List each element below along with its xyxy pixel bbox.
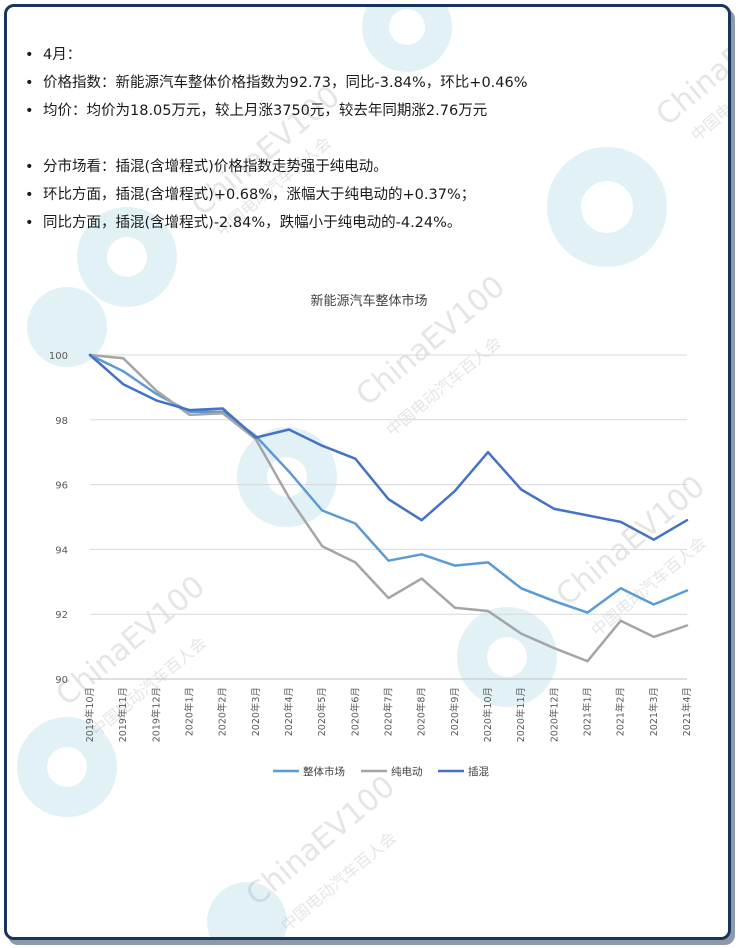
x-tick-label-13: 2020年11月 <box>515 687 527 742</box>
summary-item-average-price: 均价：均价为18.05万元，较上月涨3750元，较去年同期涨2.76万元 <box>21 97 528 125</box>
summary-item-mom: 环比方面，插混(含增程式)+0.68%，涨幅大于纯电动的+0.37%； <box>21 181 528 209</box>
x-tick-label-12: 2020年10月 <box>482 687 494 742</box>
x-tick-label-8: 2020年6月 <box>349 687 361 736</box>
series-line-1 <box>88 353 689 663</box>
summary-list: 4月： 价格指数：新能源汽车整体价格指数为92.73，同比-3.84%，环比+0… <box>21 41 528 237</box>
x-tick-label-5: 2020年3月 <box>250 687 262 736</box>
y-tick-label-90: 90 <box>55 675 68 686</box>
series-line-2 <box>88 353 689 541</box>
y-tick-label-96: 96 <box>55 481 68 492</box>
legend-label-1: 纯电动 <box>391 765 423 778</box>
x-tick-label-18: 2021年4月 <box>681 687 693 736</box>
x-tick-label-9: 2020年7月 <box>383 687 395 736</box>
x-tick-label-14: 2020年12月 <box>548 687 560 742</box>
x-tick-label-15: 2021年1月 <box>582 687 594 736</box>
chart-title: 新能源汽车整体市场 <box>310 293 427 309</box>
content-frame: ChinaEV100 中国电动汽车百人会 ChinaEV100 中国电动汽车百人… <box>4 4 731 940</box>
summary-item-yoy: 同比方面，插混(含增程式)-2.84%，跌幅小于纯电动的-4.24%。 <box>21 209 528 237</box>
x-tick-label-4: 2020年2月 <box>217 687 229 736</box>
legend-label-0: 整体市场 <box>303 765 345 778</box>
x-tick-label-10: 2020年8月 <box>416 687 428 736</box>
x-tick-label-11: 2020年9月 <box>449 687 461 736</box>
x-tick-label-1: 2019年11月 <box>117 687 129 742</box>
x-tick-label-17: 2021年3月 <box>648 687 660 736</box>
x-tick-label-2: 2019年12月 <box>150 687 162 742</box>
y-tick-label-100: 100 <box>49 351 68 362</box>
summary-item-price-index: 价格指数：新能源汽车整体价格指数为92.73，同比-3.84%，环比+0.46% <box>21 69 528 97</box>
x-tick-label-16: 2021年2月 <box>615 687 627 736</box>
x-tick-label-0: 2019年10月 <box>84 687 96 742</box>
series-line-0 <box>88 353 689 614</box>
legend-label-2: 插混 <box>468 765 489 778</box>
x-tick-label-7: 2020年5月 <box>316 687 328 736</box>
summary-item-month: 4月： <box>21 41 528 69</box>
price-index-line-chart: 新能源汽车整体市场 90 92 94 96 98 100 2019年10月 2019年11月 2… <box>49 293 693 778</box>
y-tick-label-92: 92 <box>55 610 68 621</box>
x-tick-label-6: 2020年4月 <box>283 687 295 736</box>
y-tick-label-98: 98 <box>55 416 68 427</box>
x-tick-label-3: 2020年1月 <box>184 687 196 736</box>
summary-item-segment: 分市场看：插混(含增程式)价格指数走势强于纯电动。 <box>21 153 528 181</box>
y-tick-label-94: 94 <box>55 545 68 556</box>
